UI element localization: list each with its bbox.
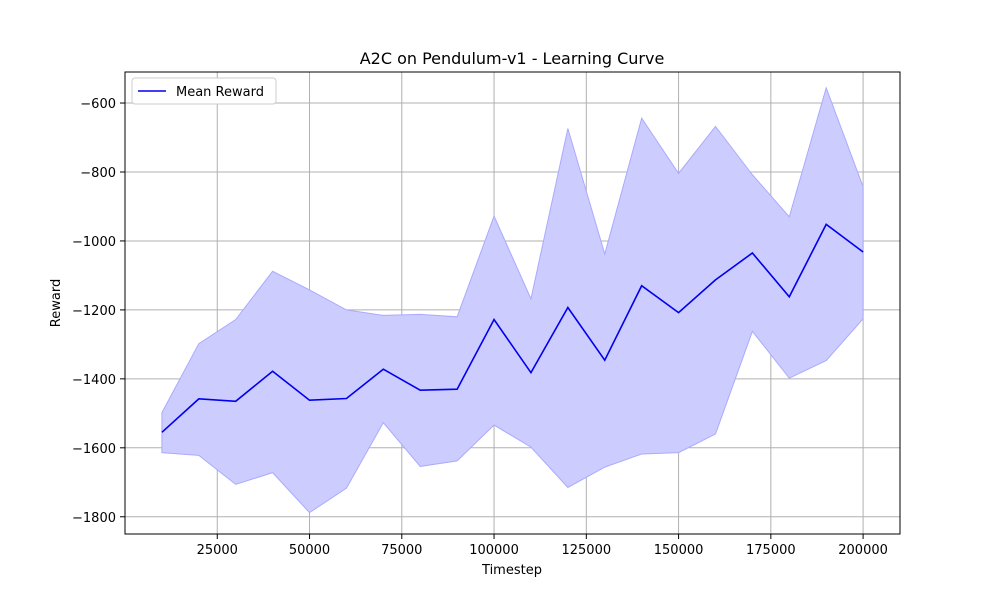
y-axis-label: Reward: [49, 279, 64, 327]
legend-label-mean-reward: Mean Reward: [176, 85, 264, 100]
x-tick-label: 50000: [289, 543, 330, 558]
legend-box: [131, 77, 277, 105]
y-tick-label: −1400: [72, 373, 116, 388]
y-tick-label: −800: [80, 166, 116, 181]
x-tick-label: 25000: [197, 543, 238, 558]
y-tick-label: −600: [80, 97, 116, 112]
x-axis-label: Timestep: [481, 563, 542, 578]
chart-title: A2C on Pendulum-v1 - Learning Curve: [360, 49, 665, 68]
x-tick-label: 75000: [381, 543, 422, 558]
x-tick-label: 175000: [746, 543, 796, 558]
y-tick-label: −1200: [72, 304, 116, 319]
y-axis-ticks: −1800 −1600 −1400 −1200 −1000 −800 −600: [72, 97, 125, 526]
x-tick-label: 125000: [561, 543, 611, 558]
x-tick-label: 100000: [469, 543, 519, 558]
mean-reward-line: [161, 223, 864, 433]
reward-std-band: [161, 86, 864, 514]
legend: Mean Reward: [131, 77, 277, 105]
x-axis-ticks: 25000 50000 75000 100000 125000 150000 175000 2…: [197, 534, 888, 558]
y-tick-label: −1600: [72, 442, 116, 457]
x-tick-label: 200000: [838, 543, 888, 558]
x-tick-label: 150000: [654, 543, 704, 558]
plot-frame: [124, 71, 901, 535]
y-tick-label: −1000: [72, 235, 116, 250]
y-tick-label: −1800: [72, 511, 116, 526]
